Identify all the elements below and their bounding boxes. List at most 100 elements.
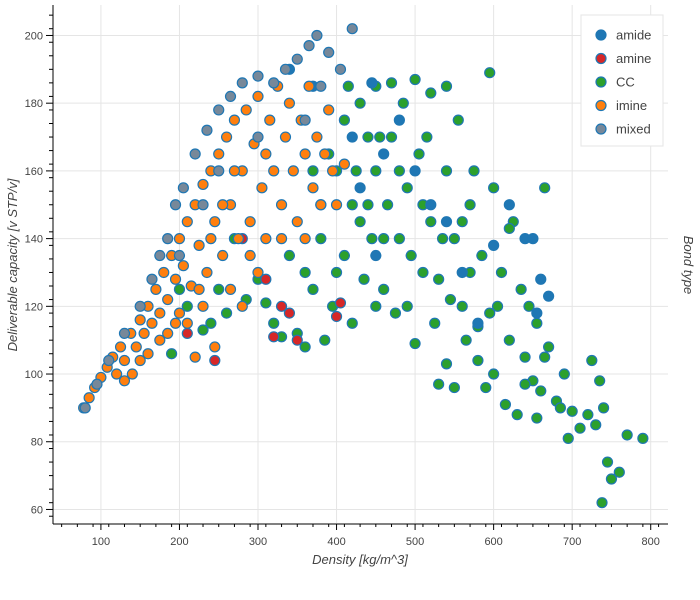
point-amide bbox=[346, 131, 358, 143]
point-cc bbox=[491, 300, 504, 312]
point-cc bbox=[166, 348, 178, 360]
point-cc bbox=[338, 249, 350, 262]
point-cc bbox=[503, 334, 515, 346]
point-cc bbox=[362, 131, 374, 143]
point-imine bbox=[224, 283, 237, 295]
point-cc bbox=[605, 473, 618, 485]
point-cc bbox=[499, 398, 512, 411]
point-mixed bbox=[118, 327, 131, 340]
point-imine bbox=[158, 266, 170, 279]
point-imine bbox=[236, 300, 248, 312]
x-tick-label: 600 bbox=[484, 536, 502, 548]
point-imine bbox=[275, 199, 288, 211]
point-imine bbox=[260, 233, 272, 245]
x-axis-label: Density [kg/m^3] bbox=[312, 552, 408, 567]
point-imine bbox=[173, 307, 186, 319]
point-imine bbox=[275, 233, 288, 245]
point-cc bbox=[539, 351, 551, 363]
point-cc bbox=[484, 67, 496, 79]
point-amide bbox=[378, 148, 390, 160]
point-amide bbox=[472, 317, 484, 329]
point-mixed bbox=[323, 46, 335, 58]
point-amide bbox=[354, 182, 366, 194]
legend: amide amine CC imine mixed bbox=[580, 14, 664, 147]
point-imine bbox=[338, 158, 350, 170]
point-imine bbox=[228, 165, 241, 177]
point-cc bbox=[401, 300, 413, 312]
point-cc bbox=[464, 199, 476, 211]
point-imine bbox=[162, 327, 174, 340]
point-imine bbox=[154, 307, 166, 319]
point-mixed bbox=[252, 131, 264, 143]
point-cc bbox=[393, 233, 405, 245]
legend-label-amide: amide bbox=[616, 28, 651, 43]
point-mixed bbox=[299, 114, 311, 126]
y-tick-label: 80 bbox=[31, 437, 43, 449]
point-cc bbox=[330, 266, 343, 279]
point-imine bbox=[311, 131, 323, 143]
point-amide bbox=[527, 233, 539, 245]
point-cc bbox=[444, 293, 457, 306]
point-amide bbox=[366, 77, 378, 89]
point-amide bbox=[393, 114, 405, 126]
point-imine bbox=[299, 233, 311, 245]
point-cc bbox=[440, 165, 453, 177]
point-imine bbox=[154, 334, 166, 346]
point-amine bbox=[275, 300, 288, 312]
point-imine bbox=[150, 283, 162, 295]
legend-marker-cc bbox=[595, 76, 607, 88]
point-imine bbox=[111, 368, 123, 380]
point-cc bbox=[460, 334, 472, 346]
point-cc bbox=[440, 80, 453, 92]
point-amide bbox=[440, 216, 453, 228]
point-imine bbox=[327, 165, 339, 177]
y-tick-label: 200 bbox=[25, 30, 43, 42]
point-mixed bbox=[279, 63, 292, 75]
point-cc bbox=[495, 266, 508, 279]
point-mixed bbox=[146, 273, 158, 285]
point-cc bbox=[488, 368, 500, 380]
point-cc bbox=[488, 182, 500, 194]
point-cc bbox=[370, 165, 382, 177]
point-imine bbox=[177, 260, 189, 272]
point-imine bbox=[197, 178, 209, 191]
point-cc bbox=[378, 233, 390, 245]
point-cc bbox=[346, 317, 358, 329]
point-cc bbox=[480, 381, 492, 394]
point-imine bbox=[315, 199, 327, 211]
point-mixed bbox=[154, 249, 166, 262]
axes: 100 200 300 400 500 600 700 800 60 80 100 120 140 160… bbox=[25, 5, 668, 548]
point-imine bbox=[193, 239, 205, 251]
point-amine bbox=[181, 327, 193, 340]
point-cc bbox=[558, 368, 570, 380]
point-cc bbox=[358, 273, 370, 285]
point-mixed bbox=[213, 165, 225, 177]
point-cc bbox=[220, 307, 233, 319]
y-tick-label: 120 bbox=[25, 301, 43, 313]
point-cc bbox=[476, 249, 488, 262]
point-mixed bbox=[334, 63, 347, 75]
point-amine bbox=[268, 331, 280, 343]
point-cc bbox=[213, 283, 225, 295]
point-cc bbox=[366, 233, 378, 245]
point-imine bbox=[228, 114, 241, 126]
point-cc bbox=[433, 273, 445, 285]
point-imine bbox=[279, 131, 292, 143]
point-cc bbox=[260, 297, 272, 309]
point-imine bbox=[142, 348, 154, 360]
point-imine bbox=[193, 283, 205, 295]
legend-box bbox=[580, 14, 664, 147]
point-imine bbox=[303, 80, 315, 92]
point-imine bbox=[114, 341, 127, 353]
point-amide bbox=[488, 239, 500, 251]
point-cc bbox=[429, 317, 441, 329]
point-cc bbox=[299, 266, 311, 279]
point-imine bbox=[205, 233, 217, 245]
point-mixed bbox=[303, 40, 315, 52]
point-mixed bbox=[173, 249, 186, 262]
point-amine bbox=[334, 297, 347, 309]
point-cc bbox=[436, 233, 449, 245]
point-cc bbox=[350, 165, 362, 177]
point-cc bbox=[566, 405, 578, 417]
